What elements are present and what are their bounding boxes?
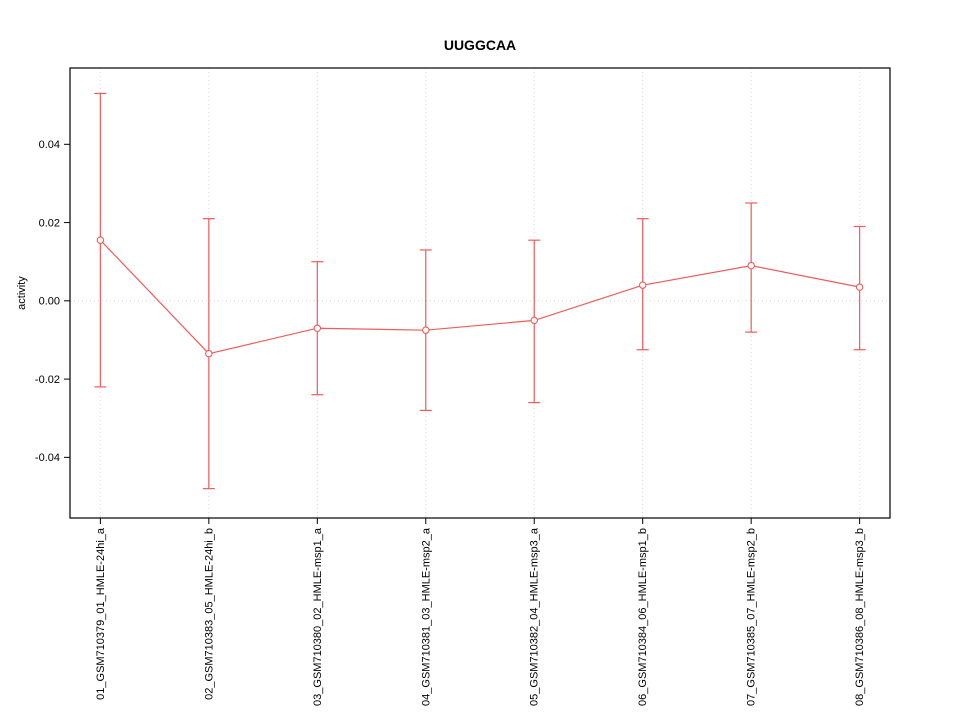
y-axis-label: activity: [16, 276, 28, 310]
data-point: [205, 349, 213, 358]
data-point: [855, 283, 864, 291]
x-axis-label: 08_GSM710386_08_HMLE-msp3_b: [854, 528, 866, 706]
y-tick-label: 0.04: [39, 139, 60, 151]
data-point: [96, 236, 105, 244]
y-tick-label: 0.02: [39, 217, 60, 229]
data-point: [530, 316, 538, 325]
plot-border: [69, 67, 891, 519]
y-tick-label: 0.00: [39, 296, 60, 308]
x-axis-label: 03_GSM710380_02_HMLE-msp1_a: [312, 527, 324, 706]
data-point: [422, 326, 430, 334]
x-axis-label: 04_GSM710381_03_HMLE-msp2_a: [420, 527, 432, 706]
x-axis-label: 01_GSM710379_01_HMLE-24hi_a: [95, 527, 107, 700]
x-axis-label: 05_GSM710382_04_HMLE-msp3_a: [529, 527, 541, 706]
x-axis-label: 07_GSM710385_07_HMLE-msp2_b: [746, 528, 758, 706]
x-axis-label: 06_GSM710384_06_HMLE-msp1_b: [637, 528, 649, 706]
y-tick-label: -0.04: [35, 452, 60, 464]
data-point: [747, 261, 755, 270]
series-line: [99, 239, 860, 355]
x-axis-label: 02_GSM710383_05_HMLE-24hi_b: [203, 528, 215, 700]
chart-title: UUGGCAA: [443, 37, 517, 53]
data-point: [638, 281, 647, 289]
y-tick-label: -0.02: [35, 374, 60, 386]
data-point: [313, 324, 322, 332]
